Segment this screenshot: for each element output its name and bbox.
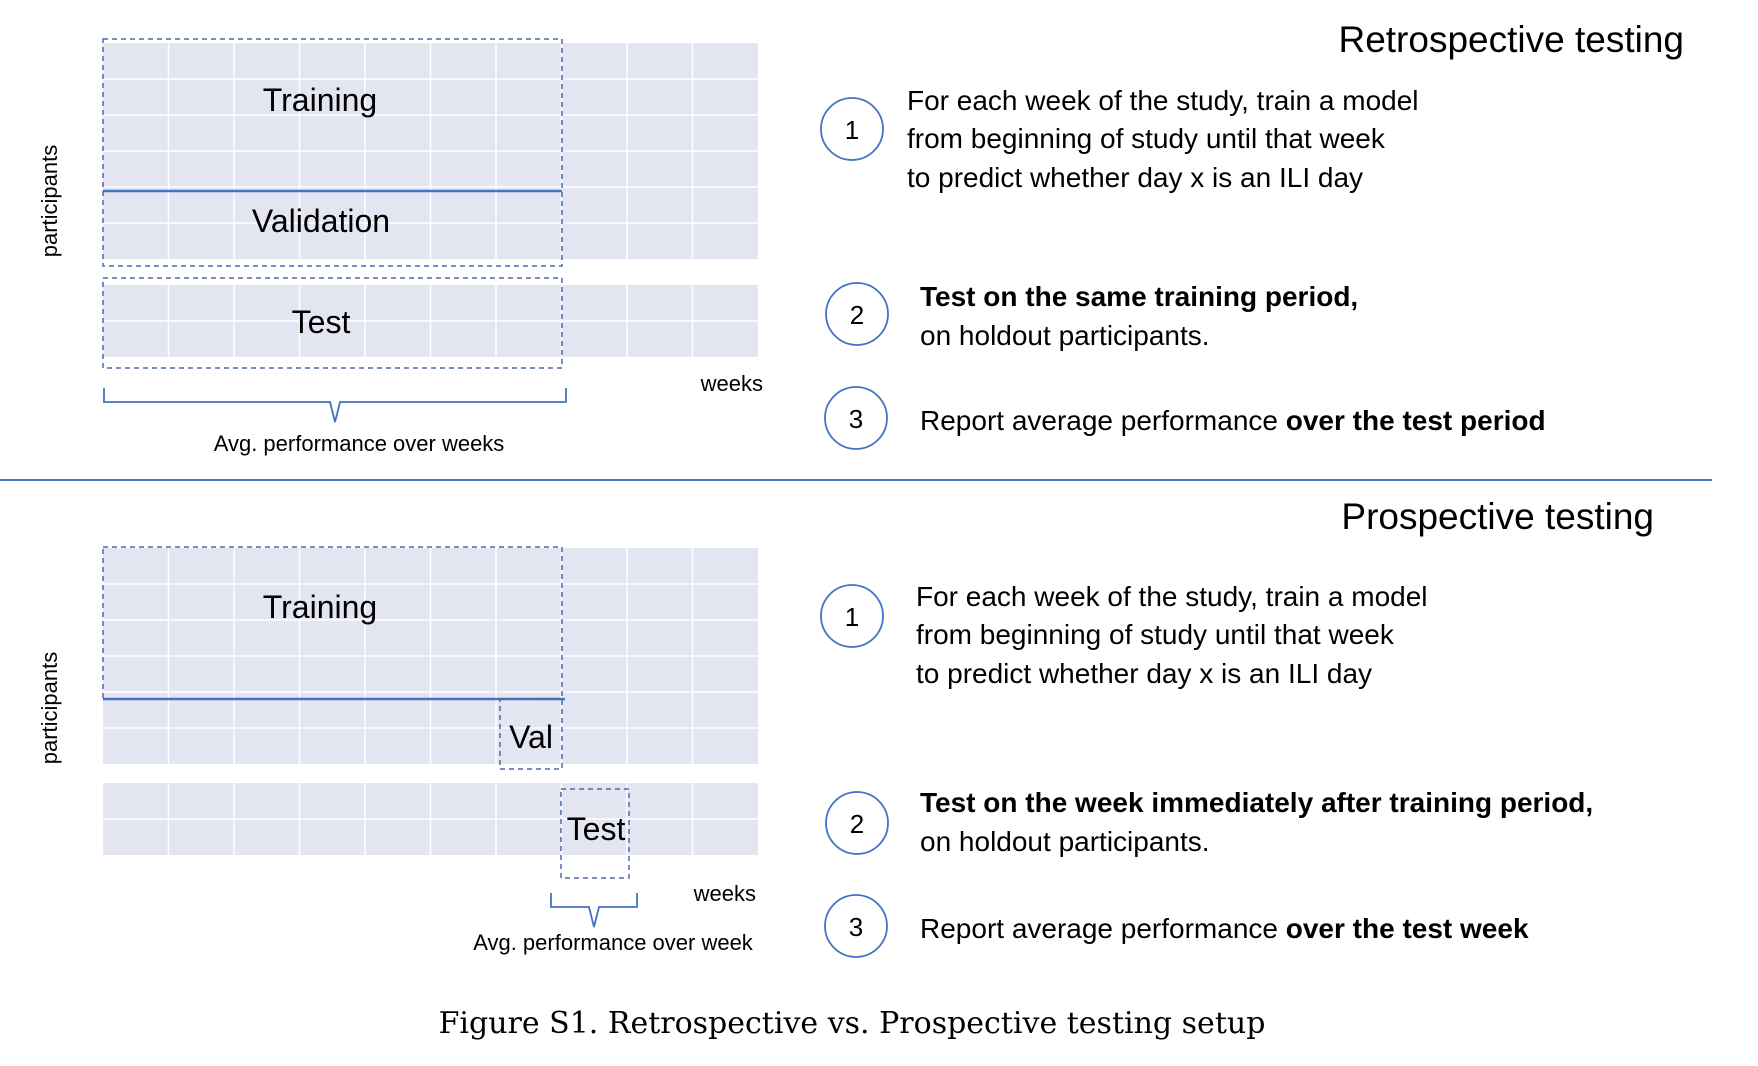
retrospective-test-label: Test [292,304,351,340]
prospective-test-box [560,788,630,879]
retrospective-step-1-line-2: from beginning of study until that week [907,123,1386,154]
retrospective-step-2-text: on holdout participants. [920,320,1210,351]
prospective-step-3-bold-text: over the test week [1286,913,1529,944]
prospective-brace [550,893,638,928]
retrospective-step-3-number: 3 [849,404,863,434]
retrospective-step-3-circle [824,386,888,450]
retrospective-step-1-circle [820,97,884,161]
prospective-x-axis-label: weeks [693,881,756,906]
prospective-step-2-number: 2 [850,809,864,839]
prospective-step-3-text: Report average performance over the test… [920,913,1529,944]
retrospective-step-1-number: 1 [845,115,859,145]
prospective-y-axis-label: participants [37,652,62,765]
retrospective-step-2-circle [825,282,889,346]
prospective-heading: Prospective testing [1341,496,1654,537]
retrospective-brace-label: Avg. performance over weeks [214,431,505,456]
retrospective-step-3-text: Report average performance over the test… [920,405,1546,436]
retrospective-step-2-bold-text: Test on the same training period, [920,281,1358,312]
prospective-step-1-line-1: For each week of the study, train a mode… [916,581,1428,612]
prospective-brace-label: Avg. performance over week [473,930,754,955]
retrospective-step-2-number: 2 [850,300,864,330]
prospective-step-2-bold-text: Test on the week immediately after train… [920,787,1593,818]
retrospective-panel: Retrospective testing participants Train… [37,19,1684,456]
retrospective-step-1-line-3: to predict whether day x is an ILI day [907,162,1363,193]
retrospective-heading: Retrospective testing [1338,19,1684,60]
retrospective-test-box [102,277,563,369]
retrospective-training-label: Training [263,82,377,118]
retrospective-validation-label: Validation [252,203,390,239]
prospective-step-3-normal-text: Report average performance [920,913,1286,944]
prospective-step-1-number: 1 [845,602,859,632]
prospective-step-1-line-3: to predict whether day x is an ILI day [916,658,1372,689]
retrospective-participant-grid-bottom [103,285,758,357]
prospective-validation-box [499,698,563,770]
prospective-step-2-circle [825,791,889,855]
retrospective-step-3-bold-text: over the test period [1286,405,1546,436]
prospective-training-label: Training [263,589,377,625]
retrospective-brace [103,388,567,423]
retrospective-y-axis-label: participants [37,145,62,258]
prospective-participant-grid-bottom [103,783,758,855]
retrospective-training-validation-box [102,38,563,267]
figure-caption: Figure S1. Retrospective vs. Prospective… [439,1006,1266,1041]
retrospective-x-axis-label: weeks [700,371,763,396]
prospective-test-label: Test [567,811,626,847]
retrospective-step-1-line-1: For each week of the study, train a mode… [907,85,1419,116]
retrospective-step-3-normal-text: Report average performance [920,405,1286,436]
prospective-step-3-circle [824,894,888,958]
prospective-participant-grid-top [103,548,758,764]
prospective-step-1-line-2: from beginning of study until that week [916,619,1395,650]
prospective-validation-label: Val [509,719,553,755]
prospective-panel: Prospective testing participants Trainin… [37,496,1654,958]
prospective-step-2-text: on holdout participants. [920,826,1210,857]
prospective-step-1-circle [820,584,884,648]
prospective-step-3-number: 3 [849,912,863,942]
retrospective-participant-grid-top [103,43,758,259]
